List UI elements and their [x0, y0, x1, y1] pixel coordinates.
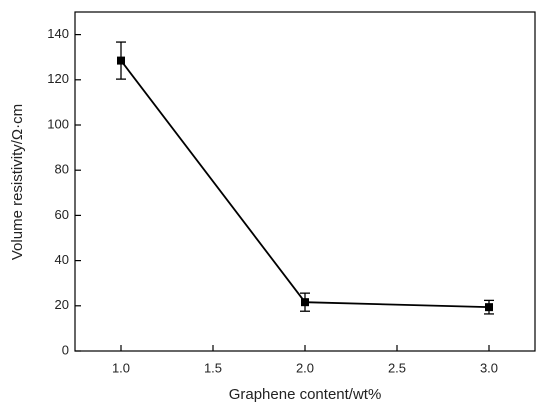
- y-tick-label: 140: [47, 26, 69, 41]
- y-tick-label: 60: [55, 207, 69, 222]
- y-tick-label: 120: [47, 71, 69, 86]
- x-tick-label: 2.0: [296, 360, 314, 375]
- x-tick-label: 1.0: [112, 360, 130, 375]
- x-tick-label: 1.5: [204, 360, 222, 375]
- marker: [485, 303, 493, 312]
- y-tick-label: 100: [47, 116, 69, 131]
- y-tick-label: 20: [55, 297, 69, 312]
- x-tick-label: 3.0: [480, 360, 498, 375]
- y-axis-title: Volume resistivity/Ω·cm: [9, 104, 26, 260]
- x-axis-title: Graphene content/wt%: [229, 386, 382, 403]
- data-line: [120, 60, 490, 309]
- y-tick-label: 80: [55, 162, 69, 177]
- y-tick-label: 0: [62, 342, 69, 357]
- x-tick-label: 2.5: [388, 360, 406, 375]
- marker: [117, 56, 125, 65]
- y-tick-label: 40: [55, 252, 69, 267]
- marker: [301, 298, 309, 307]
